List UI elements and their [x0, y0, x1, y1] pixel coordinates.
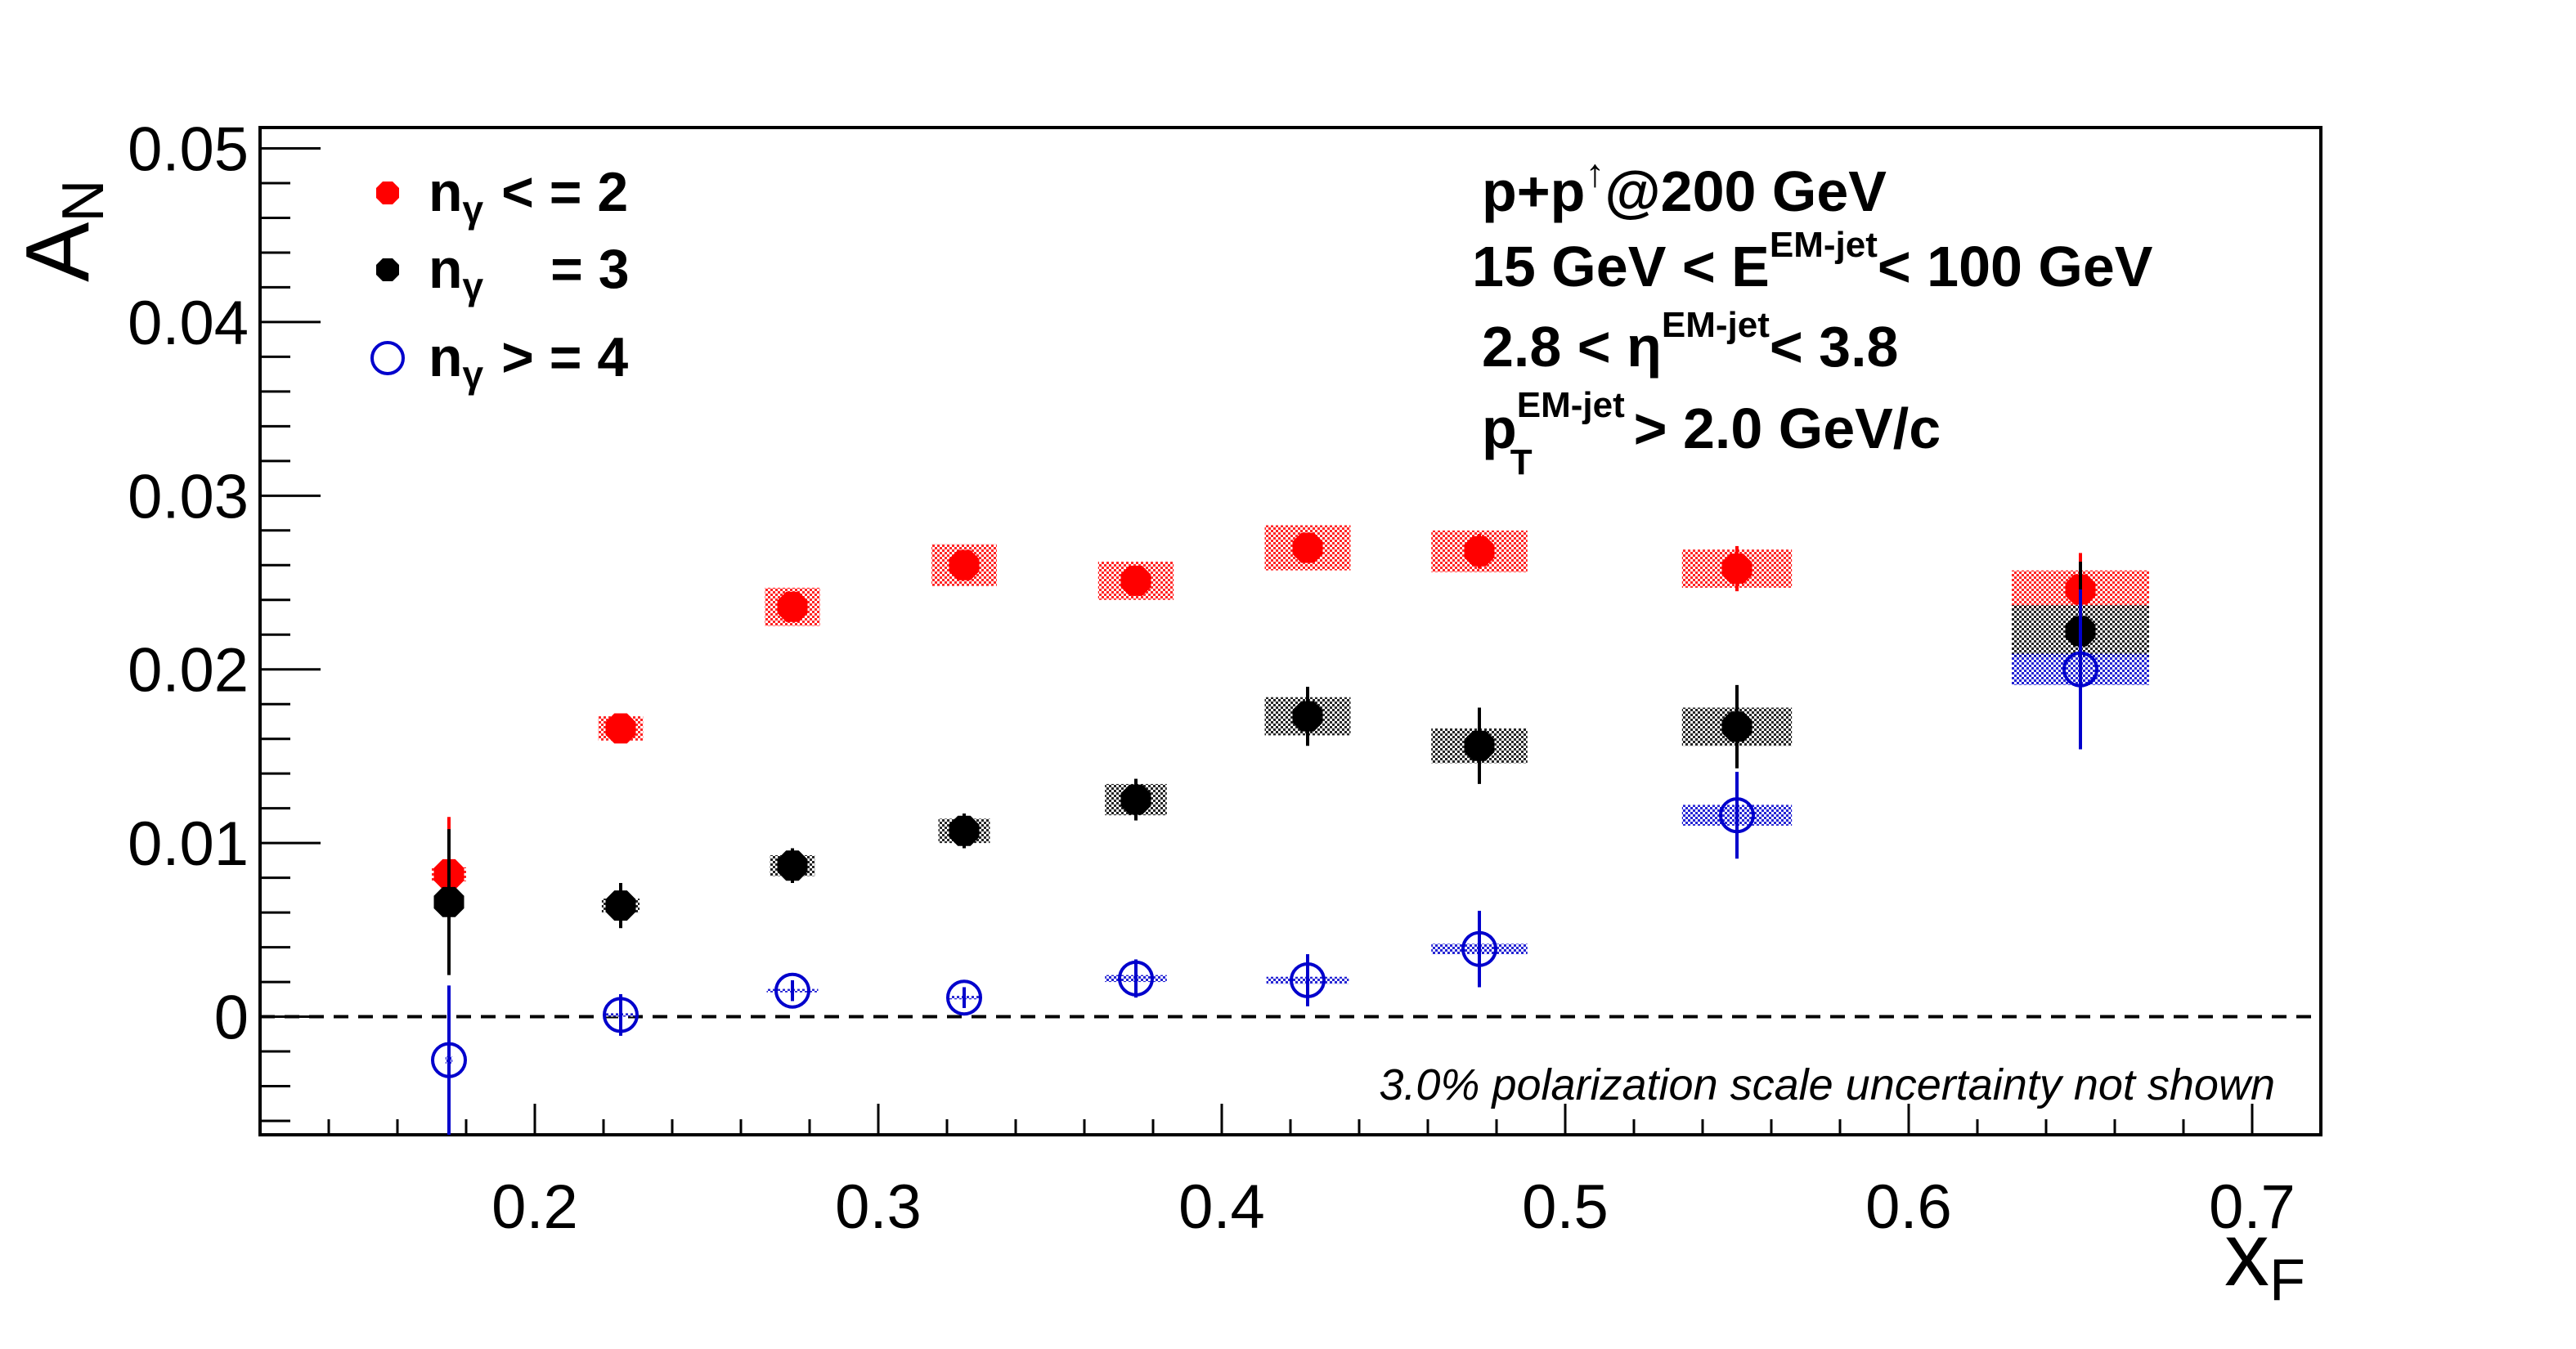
data-point-series-3	[1118, 960, 1154, 997]
data-point-series-2	[605, 890, 636, 921]
data-point-series-1	[1721, 553, 1752, 584]
legend-marker-black	[376, 258, 399, 281]
data-point-series-1	[1464, 536, 1495, 567]
y-tick-label: 0.01	[128, 809, 249, 879]
legend-label-3: nγ > = 4	[429, 326, 628, 396]
x-axis-title: xF	[2224, 1204, 2305, 1313]
y-axis-title-sub: N	[51, 180, 116, 222]
y-axis-title-main: A	[7, 222, 108, 282]
legend: nγ < = 2 nγ = 3 nγ > = 4	[370, 161, 630, 396]
y-tick-label: 0.05	[128, 114, 249, 184]
data-point-series-3	[2062, 651, 2098, 688]
polarization-note: 3.0% polarization scale uncertainty not …	[1379, 1060, 2275, 1109]
x-tick-label: 0.3	[835, 1172, 922, 1242]
y-tick-label: 0	[214, 984, 249, 1053]
info-block: p+p↑@200 GeV 15 GeV < EEM-jet< 100 GeV 2…	[1472, 152, 2153, 482]
legend-marker-red	[376, 182, 399, 204]
data-point-series-2	[949, 815, 980, 846]
x-tick-label: 0.4	[1178, 1172, 1265, 1242]
x-axis-title-main: x	[2224, 1204, 2269, 1305]
axis-tick-labels: 0.2 0.3 0.4 0.5 0.6 0.7 0 0.01 0.02 0.03 0.04 0.05	[128, 114, 2296, 1242]
legend-label-2: nγ = 3	[429, 238, 630, 307]
data-marks	[431, 525, 2149, 1135]
data-point-series-1	[605, 713, 636, 744]
data-point-series-3	[603, 997, 639, 1033]
data-point-series-3	[1461, 930, 1497, 967]
x-tick-label: 0.7	[2209, 1172, 2296, 1242]
data-point-series-2	[1464, 730, 1495, 761]
y-tick-label: 0.04	[128, 289, 249, 358]
info-line-eta: 2.8 < ηEM-jet< 3.8	[1482, 305, 1898, 379]
data-point-series-2	[1120, 784, 1151, 815]
x-tick-label: 0.2	[491, 1172, 578, 1242]
legend-marker-blue	[370, 341, 405, 375]
data-point-series-1	[949, 549, 980, 580]
data-point-series-2	[1721, 711, 1752, 742]
info-line-pt: pEM-jet T> 2.0 GeV/c	[1482, 385, 1941, 482]
data-point-series-3	[1719, 797, 1755, 834]
data-point-series-3	[431, 1042, 467, 1078]
x-axis-title-sub: F	[2269, 1248, 2305, 1313]
data-point-series-1	[1120, 565, 1151, 596]
info-line-energy: 15 GeV < EEM-jet< 100 GeV	[1472, 225, 2153, 298]
x-tick-label: 0.5	[1522, 1172, 1609, 1242]
data-point-series-3	[1290, 961, 1326, 998]
data-point-series-3	[774, 972, 810, 1009]
axis-ticks	[260, 146, 2322, 1135]
info-line-collision: p+p↑@200 GeV	[1482, 152, 1887, 223]
data-point-series-1	[777, 591, 808, 622]
data-point-series-2	[1292, 701, 1323, 732]
x-tick-label: 0.6	[1865, 1172, 1952, 1242]
legend-label-1: nγ < = 2	[429, 161, 628, 231]
y-tick-label: 0.02	[128, 636, 249, 706]
y-tick-label: 0.03	[128, 462, 249, 531]
data-point-series-1	[1292, 532, 1323, 563]
y-axis-title: AN	[7, 180, 116, 282]
data-point-series-3	[946, 979, 982, 1016]
data-point-series-2	[777, 850, 808, 881]
data-point-series-2	[433, 886, 464, 917]
